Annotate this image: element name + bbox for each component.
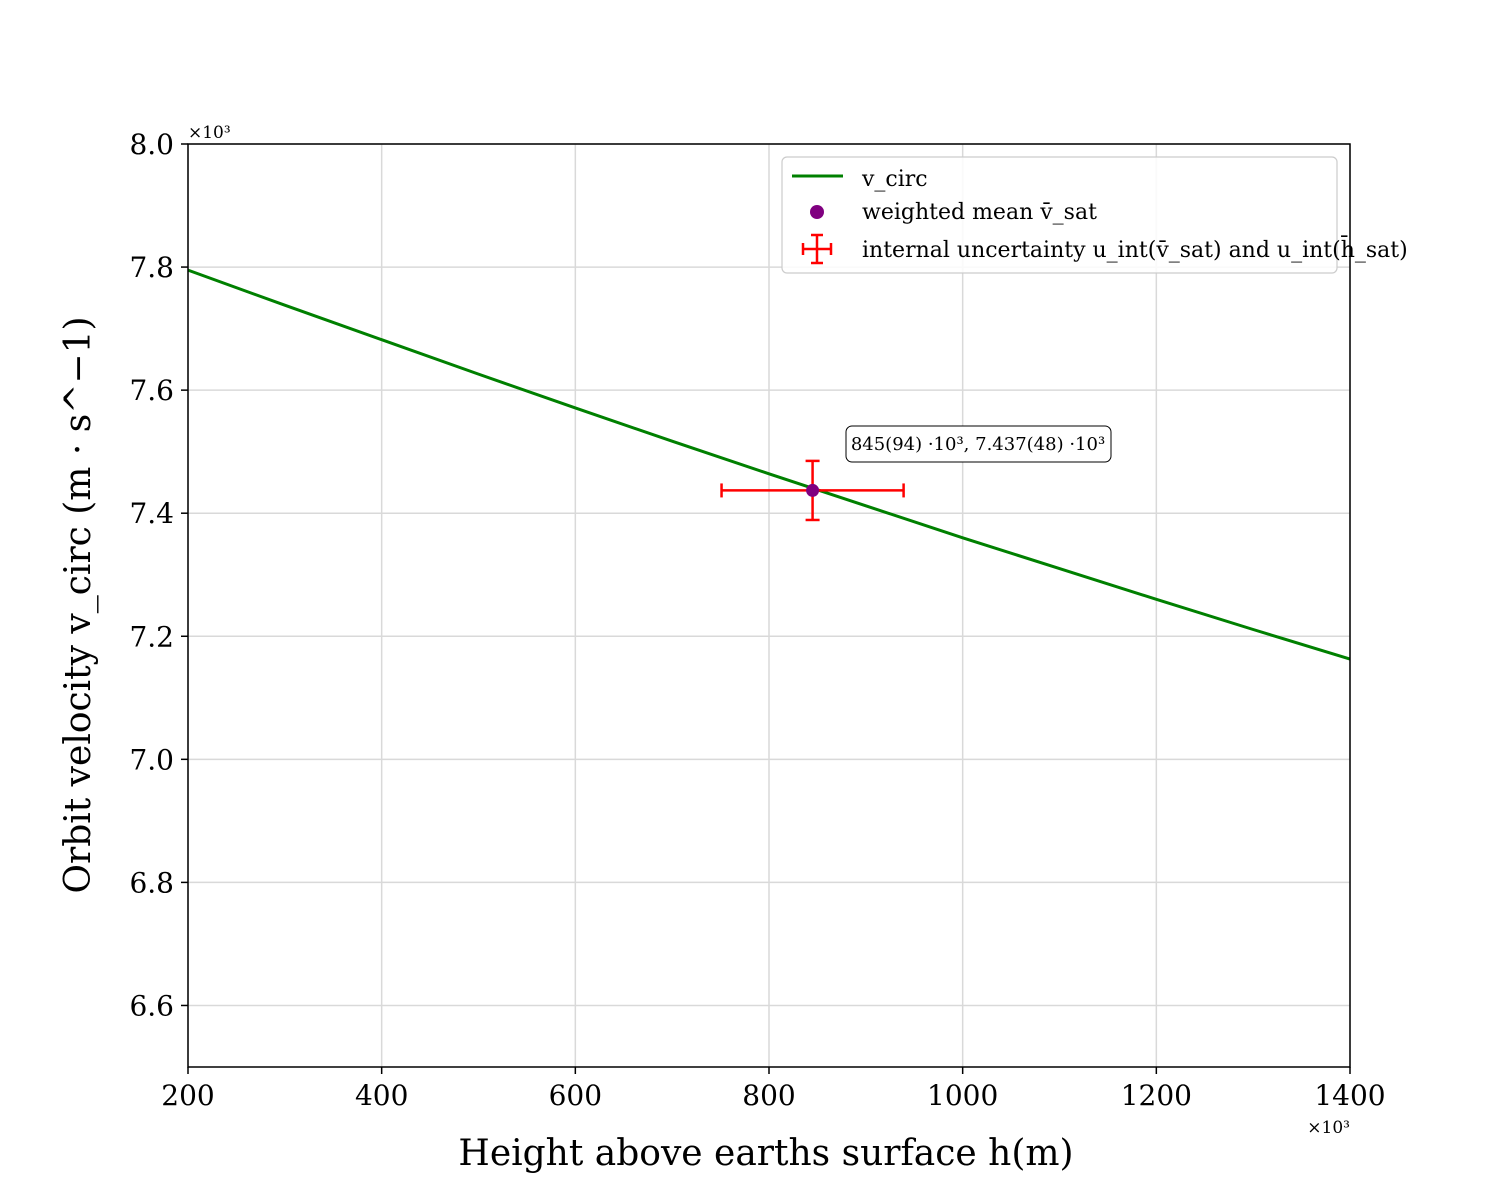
y-tick-label: 7.2	[129, 620, 174, 653]
y-multiplier: ×10³	[188, 123, 231, 143]
x-tick-label: 1000	[927, 1079, 998, 1112]
series-line-vcirc	[187, 268, 1351, 661]
legend-marker-swatch	[810, 205, 824, 219]
series-layer	[187, 268, 1351, 661]
x-tick-label: 400	[355, 1079, 408, 1112]
x-tick-label: 200	[161, 1079, 214, 1112]
legend-errorbar-swatch	[801, 233, 833, 265]
legend-label-vcirc: v_circ	[861, 167, 928, 192]
x-tick-label: 1200	[1121, 1079, 1192, 1112]
y-tick-label: 6.8	[129, 866, 174, 899]
x-tick-label: 600	[549, 1079, 602, 1112]
legend-label-uncertainty: internal uncertainty u_int(v̄_sat) and u…	[862, 235, 1408, 263]
legend-label-mean: weighted mean v̄_sat	[862, 200, 1097, 225]
x-axis-title: Height above earths surface h(m)	[458, 1133, 1073, 1174]
y-axis-title: Orbit velocity v_circ (m · s^−1)	[58, 316, 99, 893]
x-multiplier: ×10³	[1307, 1118, 1350, 1138]
y-tick-label: 7.4	[129, 497, 174, 530]
legend-frame	[781, 156, 1338, 274]
annotation-text: 845(94) ·10³, 7.437(48) ·10³	[851, 434, 1105, 455]
y-tick-label: 7.8	[129, 251, 174, 284]
y-tick-label: 7.0	[129, 743, 174, 776]
annotation-box: 845(94) ·10³, 7.437(48) ·10³	[845, 425, 1112, 463]
x-tick-label: 800	[742, 1079, 795, 1112]
y-tick-label: 8.0	[129, 128, 174, 161]
x-tick-label: 1400	[1314, 1079, 1385, 1112]
point-layer	[720, 459, 905, 522]
y-tick-label: 6.6	[129, 989, 174, 1022]
weighted-mean-point	[806, 483, 820, 497]
ticks: 200 400 600 800 1000 1200 1400 6.6 6.8 7.0 7.2 7.4 7…	[129, 128, 1385, 1112]
legend: v_circ weighted mean v̄_sat internal unc…	[781, 156, 1408, 274]
y-tick-label: 7.6	[129, 374, 174, 407]
